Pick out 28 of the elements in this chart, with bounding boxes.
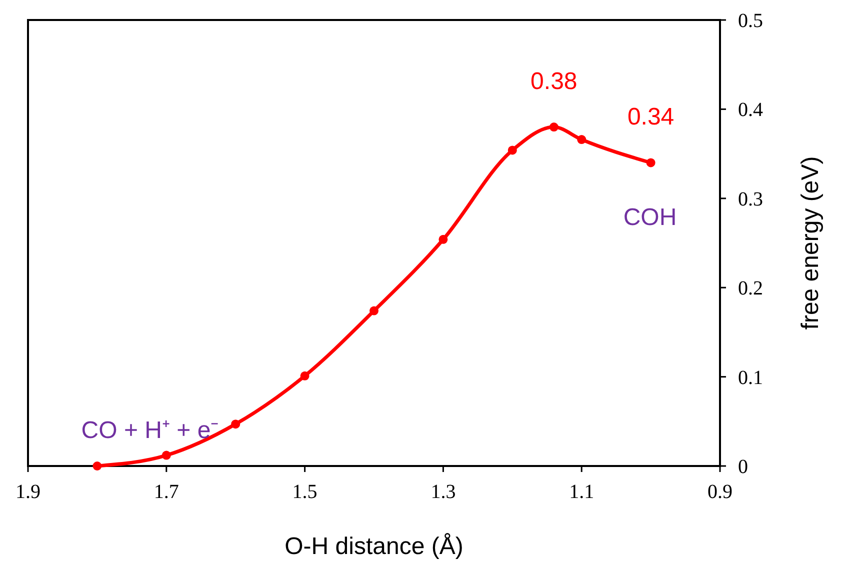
point xyxy=(300,371,310,380)
point xyxy=(231,420,240,429)
x-tick-label: 1.3 xyxy=(430,481,456,503)
x-tick-label: 0.9 xyxy=(708,481,732,503)
y-tick-label: 0.2 xyxy=(738,278,763,300)
point xyxy=(508,146,517,155)
y-tick-label: 0.1 xyxy=(738,366,763,389)
x-tick-label: 1.5 xyxy=(292,481,318,503)
x-tick-label: 1.9 xyxy=(16,481,40,503)
annotation: CO + H⁺ + e⁻ xyxy=(81,417,219,444)
y-tick-label: 0 xyxy=(738,456,748,478)
x-axis-title: O-H distance (Å) xyxy=(284,533,464,560)
y-tick-label: 0.5 xyxy=(738,10,763,32)
annotation: COH xyxy=(623,204,677,231)
point xyxy=(92,462,102,470)
point xyxy=(162,450,171,460)
data-label: 0.38 xyxy=(530,68,578,96)
point xyxy=(549,122,558,132)
y-tick-label: 0.3 xyxy=(738,188,763,210)
point xyxy=(438,234,448,244)
data-label: 0.34 xyxy=(627,104,674,131)
y-axis-title: free energy (eV) xyxy=(797,156,824,330)
y-tick-label: 0.4 xyxy=(738,99,763,122)
x-tick-label: 1.1 xyxy=(569,481,594,503)
point xyxy=(370,306,378,316)
point xyxy=(577,135,586,144)
x-tick-label: 1.7 xyxy=(154,481,179,503)
point xyxy=(646,158,656,168)
